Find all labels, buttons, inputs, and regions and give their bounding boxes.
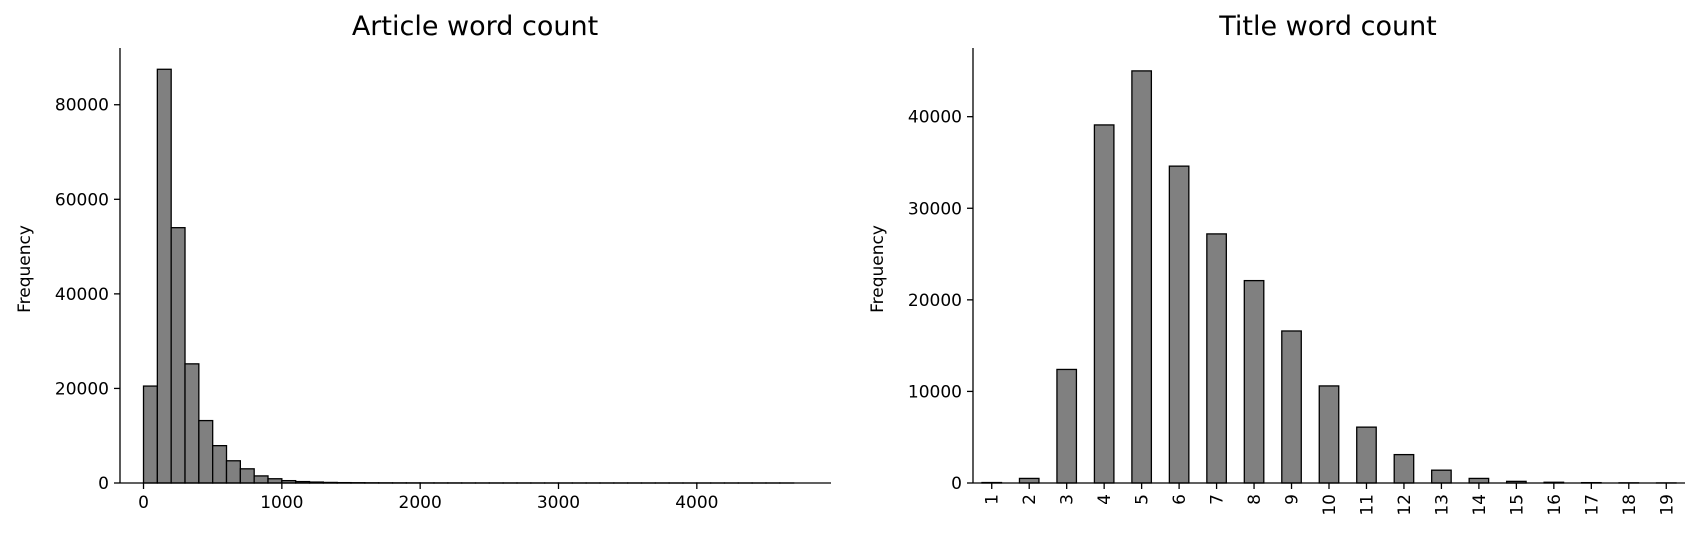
- y-tick-label: 80000: [55, 96, 109, 116]
- bar: [1318, 385, 1340, 484]
- x-tick-label: 6: [1170, 494, 1190, 505]
- x-tick-label: 13: [1432, 494, 1452, 516]
- y-axis-label: Frequency: [15, 225, 35, 313]
- bar: [1056, 368, 1078, 484]
- histogram-bar: [184, 363, 200, 484]
- y-tick-label: 0: [951, 474, 962, 494]
- bar: [1431, 469, 1452, 484]
- x-tick-label: 19: [1657, 494, 1677, 516]
- histogram-bar: [156, 68, 172, 484]
- y-tick-label: 20000: [908, 291, 962, 311]
- x-tick-label: 4000: [675, 493, 718, 513]
- histogram-bar: [225, 460, 241, 484]
- x-tick-label: 17: [1582, 494, 1602, 516]
- y-tick-label: 40000: [908, 108, 962, 128]
- bar: [1206, 233, 1227, 484]
- x-tick-label: 8: [1245, 494, 1265, 505]
- bar: [1243, 279, 1265, 484]
- bar: [1093, 124, 1115, 484]
- x-tick-label: 12: [1395, 494, 1415, 516]
- article-word-count-chart: Article word count Frequency 02000040000…: [15, 11, 831, 513]
- x-ticks: 0 1000 2000 3000 4000: [138, 483, 718, 513]
- bar: [1356, 426, 1377, 484]
- x-tick-label: 3: [1058, 494, 1078, 505]
- y-tick-label: 0: [98, 474, 109, 494]
- y-tick-label: 10000: [908, 382, 962, 402]
- x-tick-label: 1000: [260, 493, 303, 513]
- bar: [1281, 330, 1302, 484]
- bars-group: [981, 70, 1677, 484]
- x-tick-label: 7: [1208, 494, 1228, 505]
- y-tick-label: 60000: [55, 190, 109, 210]
- x-tick-label: 16: [1545, 494, 1565, 516]
- chart-title: Title word count: [1218, 11, 1437, 42]
- x-ticks: 1 2 3 4 5 6 7 8 9 10 11 12 13 14 15 16 17 18 19: [983, 483, 1677, 516]
- chart-title: Article word count: [352, 11, 598, 42]
- y-ticks: 0 10000 20000 30000 40000: [908, 108, 973, 494]
- x-tick-label: 2000: [399, 493, 442, 513]
- x-tick-label: 3000: [537, 493, 580, 513]
- y-tick-label: 40000: [55, 285, 109, 305]
- x-tick-label: 2: [1020, 494, 1040, 505]
- bar: [1468, 477, 1490, 484]
- y-tick-label: 30000: [908, 199, 962, 219]
- x-tick-label: 14: [1470, 494, 1490, 516]
- x-tick-label: 9: [1283, 494, 1303, 505]
- title-word-count-chart: Title word count Frequency 0100002000030…: [868, 11, 1685, 516]
- x-tick-label: 4: [1095, 494, 1115, 505]
- bar: [1018, 477, 1040, 484]
- y-tick-label: 20000: [55, 379, 109, 399]
- histogram-bar: [142, 385, 158, 484]
- x-tick-label: 0: [138, 493, 149, 513]
- bar: [1393, 453, 1415, 484]
- histogram-bar: [198, 419, 214, 484]
- y-axis-label: Frequency: [868, 225, 888, 313]
- bars-group: [142, 68, 795, 484]
- x-tick-label: 11: [1357, 494, 1377, 516]
- x-tick-label: 1: [983, 494, 1003, 505]
- x-tick-label: 5: [1133, 494, 1153, 505]
- y-ticks: 0 20000 40000 60000 80000: [55, 96, 120, 494]
- histogram-bar: [170, 227, 186, 484]
- histogram-bar: [253, 475, 269, 484]
- x-tick-label: 15: [1507, 494, 1527, 516]
- bar: [1131, 70, 1153, 484]
- bar: [1168, 165, 1190, 484]
- x-tick-label: 18: [1620, 494, 1640, 516]
- x-tick-label: 10: [1320, 494, 1340, 516]
- histogram-bar: [212, 444, 228, 484]
- histogram-bar: [239, 468, 255, 484]
